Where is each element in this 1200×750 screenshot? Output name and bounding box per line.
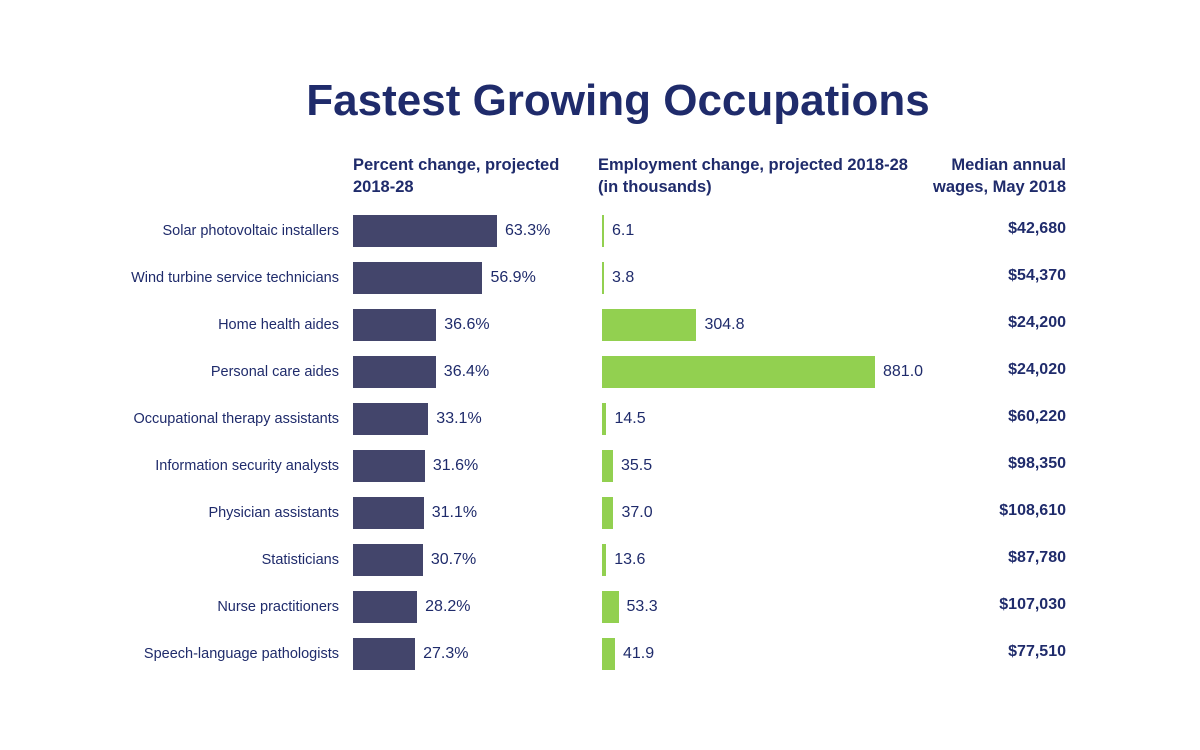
- percent-change-label: 56.9%: [490, 269, 536, 286]
- occupation-label: Occupational therapy assistants: [133, 411, 339, 427]
- employment-change-header: Employment change, projected 2018-28 (in…: [598, 154, 928, 198]
- median-wage-label: $87,780: [1008, 549, 1066, 566]
- percent-change-label: 28.2%: [425, 598, 471, 615]
- percent-change-header: Percent change, projected 2018-28: [353, 154, 583, 198]
- employment-change-label: 6.1: [612, 222, 635, 239]
- median-wage-header-line1: Median annual: [951, 156, 1066, 174]
- chart-row: Occupational therapy assistants 33.1% 14.5…: [0, 403, 1200, 435]
- median-wage-label: $24,020: [1008, 361, 1066, 378]
- employment-change-bar: [602, 356, 875, 388]
- percent-change-bar: [353, 544, 423, 576]
- percent-change-bar: [353, 497, 424, 529]
- employment-change-bar: [602, 638, 615, 670]
- occupation-label: Physician assistants: [208, 505, 339, 521]
- chart-row: Solar photovoltaic installers 63.3% 6.1 $42…: [0, 215, 1200, 247]
- median-wage-label: $77,510: [1008, 643, 1066, 660]
- employment-change-bar: [602, 497, 614, 529]
- occupation-label: Information security analysts: [155, 458, 339, 474]
- percent-change-header-line2: 2018-28: [353, 178, 414, 196]
- percent-change-header-line1: Percent change, projected: [353, 156, 560, 174]
- employment-change-label: 14.5: [614, 410, 646, 427]
- percent-change-label: 36.4%: [443, 363, 490, 380]
- chart-row: Information security analysts 31.6% 35.5 $9…: [0, 450, 1200, 482]
- employment-change-bar: [602, 450, 613, 482]
- occupation-label: Speech-language pathologists: [143, 646, 339, 662]
- employment-change-header-line1: Employment change, projected 2018-28: [598, 156, 908, 174]
- employment-change-label: 35.5: [621, 457, 653, 474]
- percent-change-bar: [353, 262, 483, 294]
- chart-title: Fastest Growing Occupations: [306, 76, 930, 125]
- percent-change-bar: [353, 638, 416, 670]
- median-wage-label: $98,350: [1008, 455, 1066, 472]
- employment-change-header-line2: (in thousands): [598, 178, 712, 196]
- percent-change-bar: [353, 403, 429, 435]
- employment-change-bar: [602, 544, 607, 576]
- median-wage-label: $24,200: [1008, 314, 1066, 331]
- employment-change-bar: [602, 309, 697, 341]
- employment-change-bar: [602, 591, 619, 623]
- median-wage-label: $60,220: [1008, 408, 1066, 425]
- employment-change-label: 37.0: [621, 504, 653, 521]
- employment-change-bar: [602, 215, 604, 247]
- occupation-label: Wind turbine service technicians: [131, 270, 339, 286]
- median-wage-label: $54,370: [1008, 267, 1066, 284]
- chart-row: Statisticians 30.7% 13.6 $87,780: [0, 544, 1200, 576]
- percent-change-label: 36.6%: [444, 316, 490, 333]
- median-wage-label: $107,030: [999, 596, 1066, 613]
- median-wage-label: $42,680: [1008, 220, 1066, 237]
- median-wage-header-line2: wages, May 2018: [933, 178, 1066, 196]
- percent-change-bar: [353, 309, 437, 341]
- occupation-label: Home health aides: [218, 317, 339, 333]
- percent-change-label: 27.3%: [423, 645, 469, 662]
- percent-change-bar: [353, 356, 436, 388]
- occupation-label: Solar photovoltaic installers: [162, 223, 339, 239]
- employment-change-label: 881.0: [883, 363, 924, 380]
- percent-change-label: 33.1%: [436, 410, 482, 427]
- chart-row: Physician assistants 31.1% 37.0 $108,610: [0, 497, 1200, 529]
- employment-change-label: 3.8: [612, 269, 635, 286]
- chart-row: Speech-language pathologists 27.3% 41.9 $77…: [0, 638, 1200, 670]
- median-wage-header: Median annual wages, May 2018: [916, 154, 1066, 198]
- employment-change-label: 41.9: [622, 645, 655, 662]
- occupation-label: Personal care aides: [210, 364, 339, 380]
- percent-change-label: 30.7%: [430, 551, 477, 568]
- chart-row: Home health aides 36.6% 304.8 $24,200: [0, 309, 1200, 341]
- employment-change-bar: [602, 262, 604, 294]
- chart-row: Wind turbine service technicians 56.9% 3.8…: [0, 262, 1200, 294]
- occupation-label: Nurse practitioners: [217, 599, 339, 615]
- median-wage-label: $108,610: [999, 502, 1066, 519]
- employment-change-label: 13.6: [614, 551, 646, 568]
- percent-change-label: 31.1%: [431, 504, 478, 521]
- employment-change-bar: [602, 403, 607, 435]
- percent-change-label: 63.3%: [505, 222, 551, 239]
- percent-change-bar: [353, 450, 425, 482]
- chart-row: Nurse practitioners 28.2% 53.3 $107,030: [0, 591, 1200, 623]
- employment-change-label: 304.8: [704, 316, 745, 333]
- percent-change-label: 31.6%: [432, 457, 479, 474]
- occupation-label: Statisticians: [261, 552, 339, 568]
- percent-change-bar: [353, 591, 418, 623]
- employment-change-label: 53.3: [626, 598, 658, 615]
- percent-change-bar: [353, 215, 497, 247]
- chart-row: Personal care aides 36.4% 881.0 $24,020: [0, 356, 1200, 388]
